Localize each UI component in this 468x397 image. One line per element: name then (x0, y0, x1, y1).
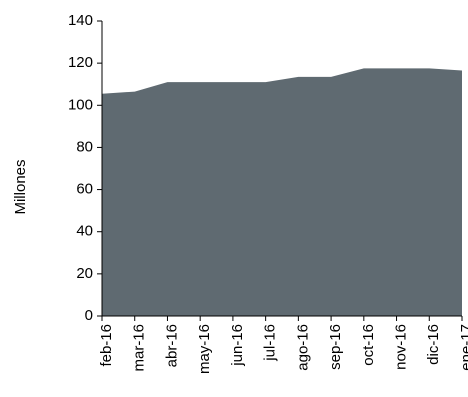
x-tick-label: ago-16 (294, 324, 311, 371)
x-tick-label: nov-16 (393, 324, 410, 370)
x-tick-label: sep-16 (327, 324, 344, 370)
y-axis-title: Millones (12, 159, 29, 214)
x-tick-label: abr-16 (163, 324, 180, 367)
y-tick-label: 100 (68, 96, 93, 113)
x-tick-label: jul-16 (262, 324, 279, 362)
x-tick-label: mar-16 (131, 324, 148, 372)
y-tick-label: 0 (85, 307, 93, 324)
y-tick-label: 120 (68, 54, 93, 71)
x-tick-label: ene-17 (458, 324, 468, 371)
y-tick-label: 40 (76, 223, 93, 240)
y-tick-label: 80 (76, 138, 93, 155)
y-tick-label: 20 (76, 265, 93, 282)
plot-area: 0 20 40 60 80 100 120 140 feb-16 mar-16 abr-16 may-… (68, 12, 468, 374)
x-tick-label: may-16 (196, 324, 213, 374)
y-tick-label: 60 (76, 181, 93, 198)
x-tick-label: oct-16 (360, 324, 377, 366)
x-tick-label: jun-16 (229, 324, 246, 367)
x-tick-label: dic-16 (425, 324, 442, 365)
area-series (102, 68, 462, 317)
x-tick-label: feb-16 (98, 324, 115, 367)
y-tick-label: 140 (68, 12, 93, 29)
